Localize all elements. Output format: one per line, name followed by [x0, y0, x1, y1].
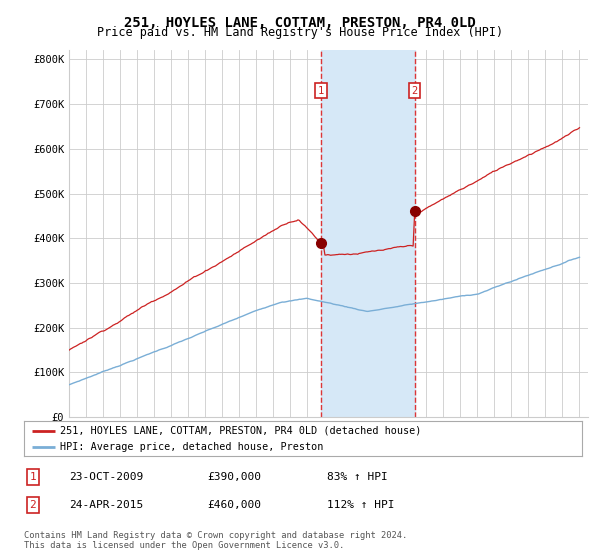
Text: HPI: Average price, detached house, Preston: HPI: Average price, detached house, Pres…: [60, 442, 323, 452]
Text: Contains HM Land Registry data © Crown copyright and database right 2024.
This d: Contains HM Land Registry data © Crown c…: [24, 530, 407, 550]
Text: 23-OCT-2009: 23-OCT-2009: [69, 472, 143, 482]
Text: 2: 2: [412, 86, 418, 96]
Text: 24-APR-2015: 24-APR-2015: [69, 500, 143, 510]
Text: 1: 1: [318, 86, 324, 96]
Bar: [321, 50, 415, 417]
Text: 112% ↑ HPI: 112% ↑ HPI: [327, 500, 395, 510]
Text: 251, HOYLES LANE, COTTAM, PRESTON, PR4 0LD: 251, HOYLES LANE, COTTAM, PRESTON, PR4 0…: [124, 16, 476, 30]
Text: £460,000: £460,000: [207, 500, 261, 510]
Text: 1: 1: [29, 472, 37, 482]
Text: £390,000: £390,000: [207, 472, 261, 482]
Text: 83% ↑ HPI: 83% ↑ HPI: [327, 472, 388, 482]
Text: Price paid vs. HM Land Registry's House Price Index (HPI): Price paid vs. HM Land Registry's House …: [97, 26, 503, 39]
Text: 2: 2: [29, 500, 37, 510]
Text: 251, HOYLES LANE, COTTAM, PRESTON, PR4 0LD (detached house): 251, HOYLES LANE, COTTAM, PRESTON, PR4 0…: [60, 426, 422, 436]
